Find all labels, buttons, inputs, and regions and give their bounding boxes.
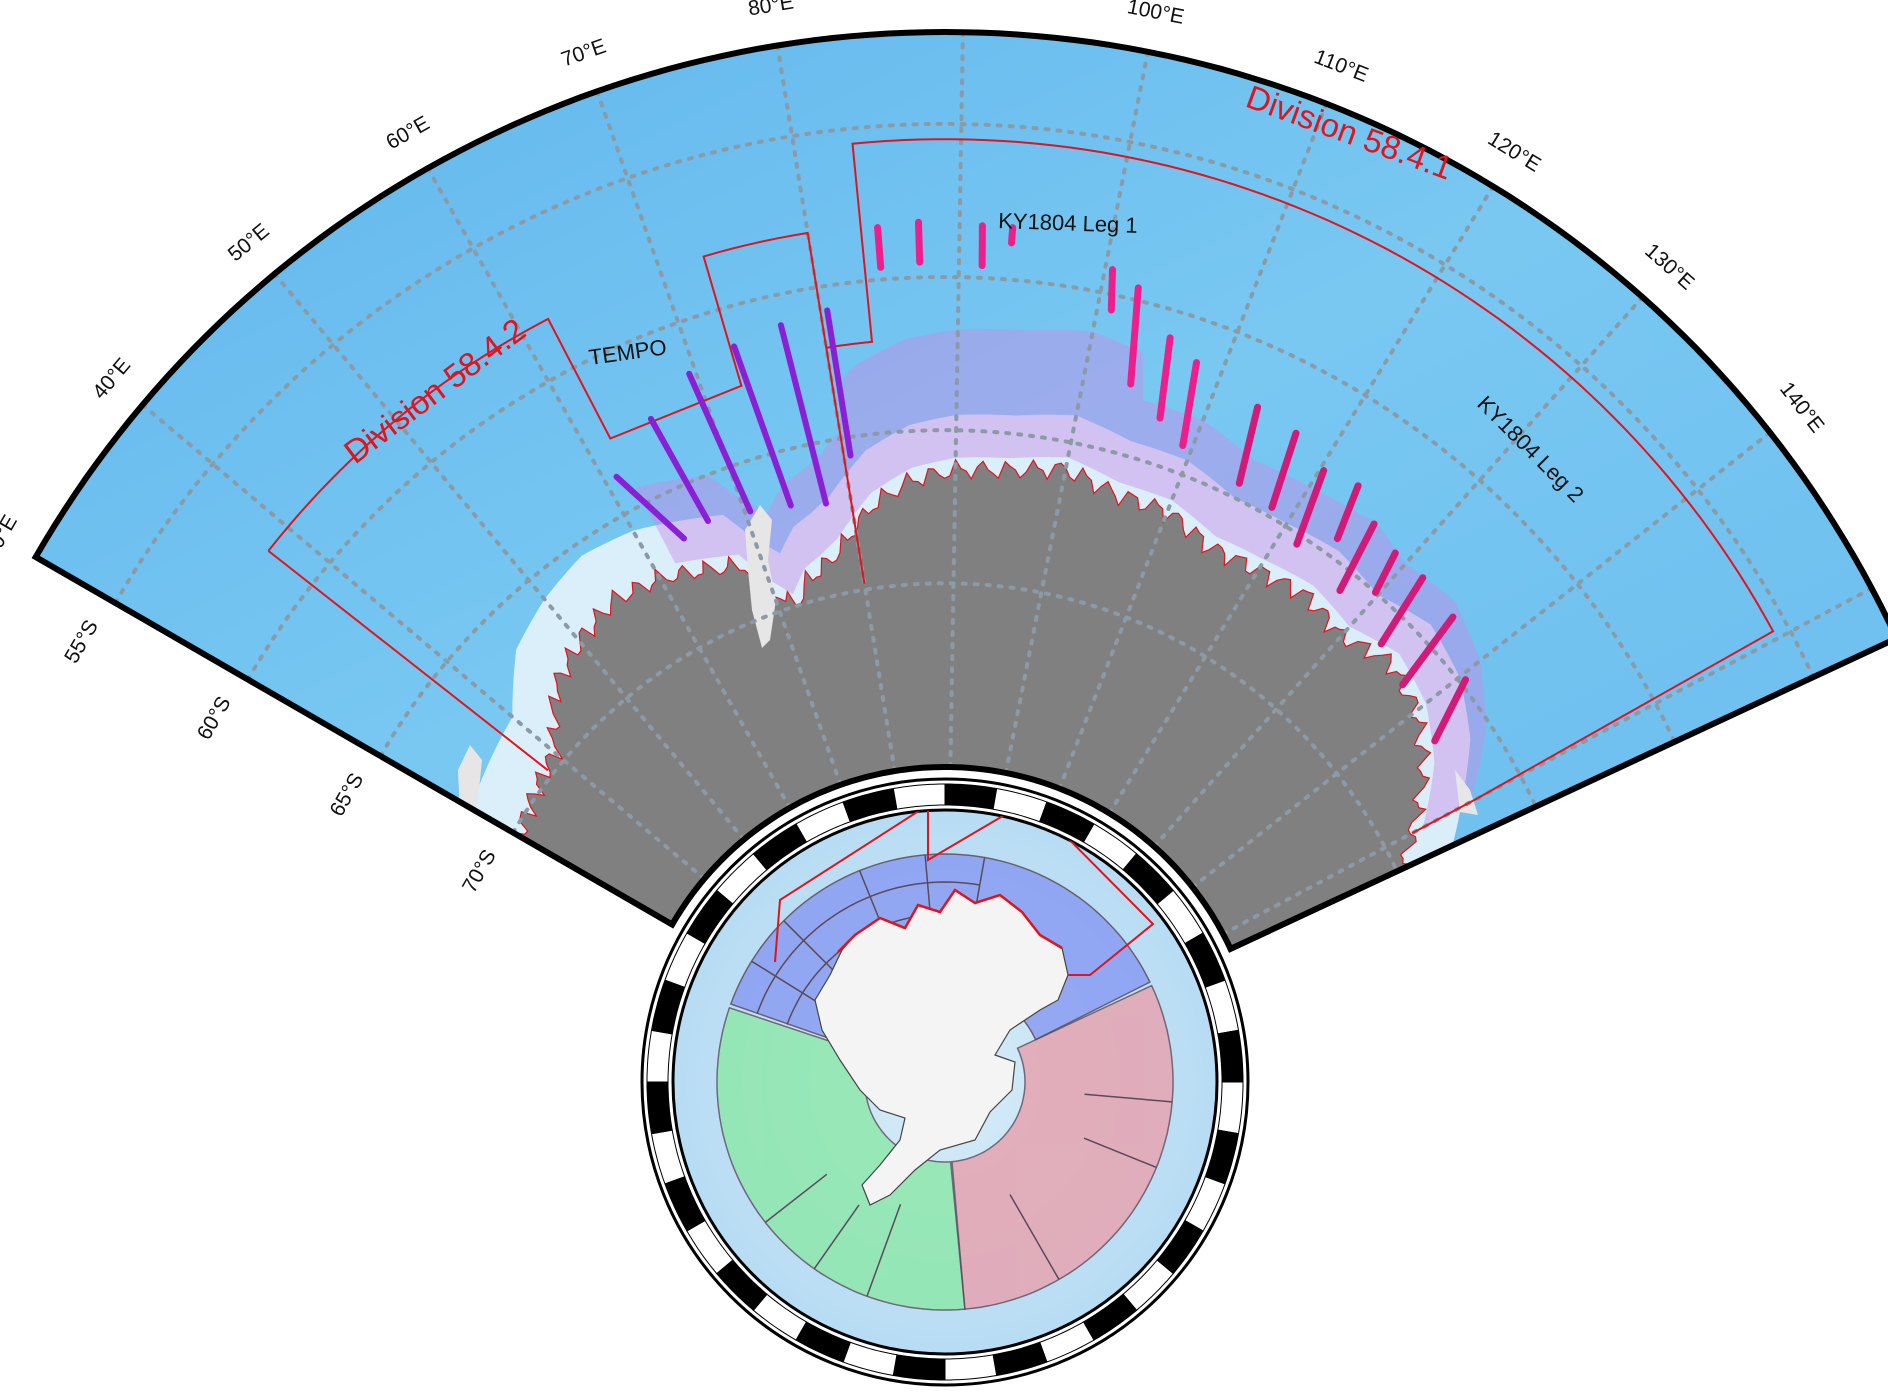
longitude-line: [272, 271, 746, 842]
longitude-label: 40°E: [88, 354, 135, 404]
ring-segment: [1217, 1029, 1244, 1083]
ky1804-leg2-transects: [1235, 403, 1470, 745]
longitude-line: [1057, 101, 1329, 791]
longitude-label: 30°E: [0, 511, 22, 562]
transect-line: [874, 224, 885, 271]
transect-line: [915, 218, 924, 266]
transect-line: [1377, 574, 1427, 648]
transect-line: [1127, 284, 1142, 388]
longitude-label: 130°E: [1640, 239, 1698, 294]
longitude-line: [1003, 49, 1150, 775]
continental-shelf: [470, 414, 1471, 865]
inset-polar-map: [640, 777, 1250, 1387]
latitude-label: 60°S: [193, 693, 236, 744]
transect-line: [1235, 403, 1262, 487]
inset-area-88: [951, 984, 1174, 1310]
transect-line: [1336, 520, 1378, 594]
longitude-line: [1152, 295, 1645, 849]
division-58-4-2-boundary: [267, 231, 866, 772]
inset-subdivision: [866, 1203, 902, 1297]
transect-line: [686, 370, 754, 515]
transect-line: [1293, 467, 1328, 548]
longitude-label: 50°E: [224, 219, 274, 266]
longitude-line: [1107, 184, 1496, 816]
ring-segment: [944, 783, 998, 810]
ring-segment: [944, 1354, 998, 1381]
ring-segment: [892, 1354, 946, 1381]
transect-line: [1371, 549, 1399, 596]
ice-shelf: [745, 505, 776, 648]
transect-line: [1156, 334, 1174, 422]
latitude-label: 65°S: [325, 769, 368, 820]
longitude-line: [1221, 586, 1874, 936]
latitude-line: [378, 428, 1538, 809]
transect-line: [1179, 359, 1200, 449]
transect-line: [1333, 482, 1362, 543]
latitude-line: [245, 274, 1677, 744]
longitude-label: 70°E: [558, 35, 609, 72]
inset-graduated-ring: [646, 783, 1244, 1381]
ky1804-leg1-label: KY1804 Leg 1: [998, 208, 1138, 238]
inset-subdivision: [756, 881, 980, 1014]
transect-line: [777, 322, 829, 507]
tempo-transects: [613, 307, 854, 542]
inset-subdivision: [1083, 1137, 1157, 1169]
longitude-label: 60°E: [382, 112, 433, 155]
inset-subdivision: [1084, 1093, 1173, 1103]
transect-line: [1399, 613, 1457, 689]
ky1804-leg1-transects: [874, 218, 1200, 449]
longitude-label: 120°E: [1484, 127, 1545, 177]
transect-line: [1107, 266, 1116, 314]
transect-line: [824, 307, 854, 459]
inset-study-area-box: [774, 810, 1155, 976]
ring-segment: [646, 1081, 673, 1135]
longitude-label: 140°E: [1775, 378, 1829, 437]
division-58-4-1-boundary: [826, 138, 1775, 834]
inset-subdivision: [751, 960, 827, 1009]
longitude-line: [140, 402, 707, 881]
ring-segment: [892, 783, 946, 810]
transect-line: [1008, 224, 1017, 247]
longitude-line: [595, 89, 843, 787]
transect-line: [613, 473, 687, 542]
longitude-line: [425, 166, 792, 810]
inset-study-area-coast: [837, 888, 1063, 953]
latitude-line: [511, 581, 1399, 874]
inset-subdivision: [764, 1173, 828, 1223]
longitude-label: 110°E: [1311, 45, 1371, 87]
ring-segment: [1217, 1081, 1244, 1135]
transect-line: [1431, 676, 1470, 745]
transect-line: [647, 415, 711, 524]
ice-shelf: [1455, 770, 1478, 815]
longitude-label: 80°E: [746, 0, 795, 20]
longitude-line: [1190, 430, 1772, 890]
map-frame: [31, 28, 1888, 953]
latitude-label: 70°S: [458, 846, 501, 897]
transect-line: [731, 343, 794, 509]
longitude-label: 100°E: [1125, 0, 1186, 29]
longitude-label: 90°E: [941, 0, 987, 4]
main-map: [31, 28, 1888, 953]
longitude-line: [948, 32, 965, 769]
inset-subdivision: [1009, 1194, 1060, 1280]
inset-subdivision: [813, 1204, 860, 1270]
transect-line: [1268, 429, 1300, 511]
ring-segment: [646, 1029, 673, 1083]
longitude-line: [775, 43, 897, 773]
latitude-line: [113, 121, 1816, 680]
longitude-label: 150°E: [1884, 538, 1888, 600]
latitude-label: 55°S: [60, 616, 103, 667]
